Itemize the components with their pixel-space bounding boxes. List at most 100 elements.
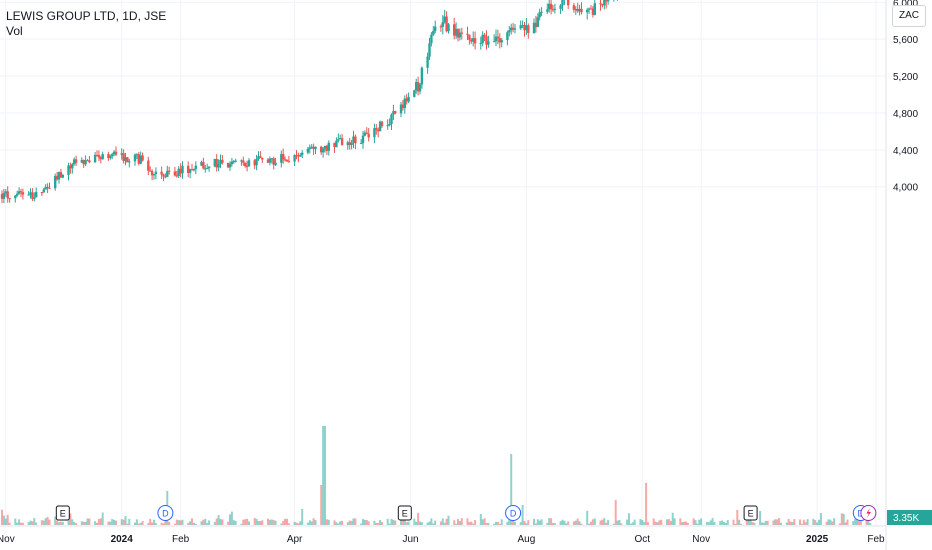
volume-bar <box>791 522 794 525</box>
volume-bar <box>745 520 748 525</box>
volume-bar <box>204 518 207 525</box>
candle-body <box>139 155 142 164</box>
volume-bar <box>525 523 528 525</box>
candle-body <box>454 29 458 36</box>
candle-body <box>327 142 330 151</box>
volume-bar <box>859 519 862 525</box>
volume-bar <box>498 523 501 525</box>
volume-bar <box>80 521 83 525</box>
candle-body <box>420 67 424 85</box>
candle-body <box>386 125 389 127</box>
volume-bar <box>325 519 328 525</box>
volume-bar <box>141 521 144 525</box>
volume-bar <box>696 523 699 525</box>
last-volume-value: 3.35K <box>893 513 919 524</box>
volume-bar <box>652 518 655 525</box>
volume-bar <box>631 522 634 525</box>
candle-body <box>567 0 570 6</box>
volume-bar <box>365 519 368 525</box>
volume-bar <box>324 426 326 525</box>
candle-body <box>350 142 353 146</box>
volume-bar <box>692 518 695 525</box>
candle-body <box>603 0 606 6</box>
volume-bar <box>84 521 87 525</box>
volume-bar <box>787 518 790 525</box>
candle-body <box>481 34 484 44</box>
candle-body <box>44 186 47 190</box>
candle-body <box>283 159 287 161</box>
volume-bar <box>69 513 72 525</box>
volume-bar <box>48 519 51 525</box>
candle-body <box>496 36 500 39</box>
last-volume-badge: 3.35K <box>887 510 932 525</box>
candle-body <box>399 104 403 114</box>
candle-body <box>266 159 270 163</box>
volume-bar <box>352 518 355 525</box>
candle-body <box>483 34 486 37</box>
earnings-event-marker <box>397 505 412 521</box>
volume-bar <box>280 523 283 525</box>
candle-body <box>95 154 99 156</box>
volume-bar <box>322 426 325 525</box>
volume-bar <box>776 519 779 525</box>
candle-body <box>274 162 277 165</box>
volume-bar <box>780 522 782 525</box>
candle-body <box>553 8 557 10</box>
volume-bar <box>508 519 511 525</box>
volume-bar <box>42 520 45 525</box>
volume-bar <box>719 521 722 525</box>
volume-bar <box>804 522 807 525</box>
candle-body <box>443 16 446 23</box>
volume-bar <box>29 520 32 525</box>
volume-bar <box>559 521 562 525</box>
volume-bar <box>460 518 463 525</box>
candle-body <box>472 38 475 42</box>
candle-body <box>525 25 528 31</box>
candle-body <box>576 9 579 12</box>
volume-bar <box>713 522 716 525</box>
volume-bar <box>761 522 763 525</box>
volume-bar <box>390 518 393 525</box>
candle-body <box>394 111 397 114</box>
volume-bar <box>487 522 490 525</box>
candle-body <box>559 5 562 9</box>
volume-bar <box>274 520 277 525</box>
time-axis: Nov 2024 Feb Apr Jun Aug Oct Nov 2025 Feb <box>0 534 885 545</box>
candle-body <box>405 98 408 102</box>
currency-button[interactable]: ZAC <box>892 5 926 27</box>
volume-bar <box>785 522 788 525</box>
volume-bar <box>816 522 819 525</box>
candle-body <box>221 159 224 163</box>
volume-bar <box>812 518 815 525</box>
volume-bar <box>580 523 583 525</box>
candle-body <box>321 148 325 153</box>
volume-bar <box>284 518 287 525</box>
volume-bar <box>434 520 437 525</box>
volume-bar <box>840 513 843 525</box>
candle-body <box>485 36 488 45</box>
candle-body <box>124 157 127 161</box>
volume-bar <box>626 519 629 525</box>
x-tick-label: Jun <box>402 534 418 545</box>
candle-body <box>310 146 313 148</box>
candle-body <box>418 84 422 92</box>
volume-bar <box>255 518 258 525</box>
candle-body <box>29 192 32 195</box>
candle-body <box>458 32 462 38</box>
volume-bar <box>519 522 522 525</box>
volume-bar <box>1 509 3 525</box>
volume-bar <box>607 519 610 525</box>
candle-body <box>8 198 11 200</box>
volume-bar <box>694 520 697 525</box>
volume-bar <box>337 523 340 525</box>
volume-bar <box>341 520 344 525</box>
candle-body <box>363 132 367 136</box>
candle-body <box>513 28 517 30</box>
candle-body <box>175 175 178 177</box>
volume-bar <box>726 520 729 525</box>
dividend-event-marker <box>157 505 174 521</box>
volume-bar <box>669 520 672 525</box>
volume-bar <box>833 518 836 525</box>
volume-bar <box>122 519 125 525</box>
